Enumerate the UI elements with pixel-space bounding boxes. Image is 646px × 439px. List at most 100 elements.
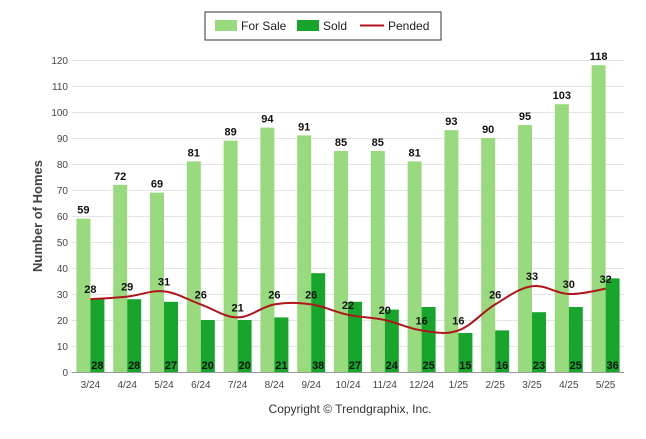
bar-sold [127,299,142,372]
data-label-for-sale: 69 [151,179,163,191]
y-axis-title: Number of Homes [30,160,45,272]
data-label-for-sale: 89 [224,127,236,139]
data-label-pended: 20 [379,305,391,317]
data-label-sold: 27 [165,360,177,372]
data-label-sold: 27 [349,360,361,372]
data-label-for-sale: 103 [553,90,571,102]
pended-line-path [90,284,606,334]
bar-sold [495,330,510,372]
data-label-pended: 22 [342,300,354,312]
data-label-for-sale: 90 [482,124,494,136]
data-label-pended: 33 [526,271,538,283]
bars [76,65,620,372]
data-label-sold: 21 [275,360,287,372]
bar-for-sale [591,65,606,372]
data-label-sold: 23 [533,360,545,372]
bar-for-sale [223,140,238,372]
y-tick-label: 80 [57,160,69,171]
y-tick-label: 50 [57,238,69,249]
data-label-pended: 31 [158,276,170,288]
x-tick-label: 12/24 [409,380,434,391]
y-tick-label: 120 [51,56,68,67]
bar-for-sale [370,151,385,372]
data-label-for-sale: 81 [408,147,420,159]
data-label-pended: 21 [231,302,243,314]
y-axis-ticks: 0 10 20 30 40 50 60 70 80 90 100 110 120 [51,56,68,379]
data-label-sold: 25 [570,360,582,372]
bar-for-sale [518,125,532,372]
data-label-sold: 28 [91,360,103,372]
value-labels: 59 28 72 28 69 27 81 20 89 20 94 21 91 38 85 27 85 24 81 25… [77,51,618,372]
data-label-sold: 36 [606,360,618,372]
x-tick-label: 5/24 [154,380,174,391]
x-tick-label: 3/24 [81,380,101,391]
x-tick-label: 9/24 [301,380,321,391]
x-tick-label: 4/25 [559,380,579,391]
data-label-for-sale: 59 [77,205,89,217]
bar-for-sale [554,104,569,372]
data-label-for-sale: 85 [372,137,384,149]
legend-box [204,11,442,41]
data-label-sold: 24 [386,360,399,372]
bar-sold [568,307,583,372]
data-label-for-sale: 118 [590,51,608,63]
copyright-text: Copyright © Trendgraphix, Inc. [269,402,432,416]
data-label-sold: 20 [202,360,214,372]
x-tick-label: 8/24 [265,380,285,391]
x-tick-label: 10/24 [335,380,360,391]
bar-sold [384,309,399,372]
data-label-pended: 32 [599,274,611,286]
bar-sold [605,278,620,372]
x-tick-label: 5/25 [596,380,616,391]
legend-swatch-for-sale [215,20,237,31]
legend-swatch-sold [297,20,319,31]
bar-for-sale [113,184,128,372]
data-label-pended: 30 [563,279,575,291]
x-tick-label: 6/24 [191,380,211,391]
data-label-for-sale: 81 [188,147,200,159]
legend: For Sale Sold Pended [204,11,442,41]
legend-label-for-sale: For Sale [241,19,287,33]
x-tick-label: 7/24 [228,380,248,391]
bar-sold [274,317,289,372]
pended-line [90,284,606,334]
bar-sold [237,320,252,372]
y-tick-label: 100 [51,108,68,119]
data-label-for-sale: 94 [261,114,274,126]
x-tick-label: 1/25 [449,380,469,391]
bar-sold [164,301,178,372]
legend-label-pended: Pended [388,19,429,33]
data-label-sold: 20 [238,360,250,372]
x-tick-label: 3/25 [522,380,542,391]
bar-sold [421,307,436,372]
data-label-for-sale: 72 [114,171,126,183]
bar-for-sale [407,161,422,372]
bar-for-sale [76,218,91,372]
bar-sold [348,301,362,372]
legend-label-sold: Sold [323,19,347,33]
data-label-pended: 26 [489,289,501,301]
data-label-for-sale: 85 [335,137,347,149]
y-tick-label: 30 [57,290,69,301]
data-label-pended: 29 [121,282,133,294]
data-label-sold: 16 [496,360,508,372]
bar-sold [458,333,473,372]
bar-for-sale [334,151,348,372]
data-label-pended: 28 [84,284,96,296]
bar-for-sale [444,130,459,372]
data-label-pended: 26 [195,289,207,301]
data-label-for-sale: 93 [445,116,457,128]
data-label-pended: 26 [305,289,317,301]
y-tick-label: 60 [57,212,69,223]
data-label-for-sale: 91 [298,121,310,133]
bar-sold [200,320,215,372]
x-tick-label: 2/25 [485,380,505,391]
x-tick-label: 11/24 [373,380,398,391]
bar-sold [311,273,326,372]
data-label-sold: 25 [422,360,434,372]
bar-for-sale [297,135,312,372]
bar-sold [90,299,105,372]
data-label-sold: 38 [312,360,324,372]
